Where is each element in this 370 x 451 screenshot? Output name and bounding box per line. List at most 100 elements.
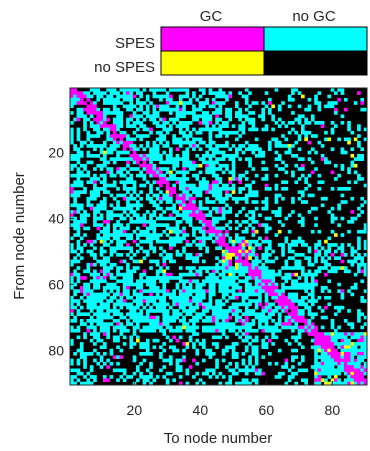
heatmap-cell [215,358,219,363]
heatmap-cell [178,319,183,323]
heatmap-cell [291,144,295,148]
heatmap-cell [86,381,91,386]
heatmap-cell [324,332,328,336]
heatmap-cell [142,157,147,161]
heatmap-cell [225,286,229,290]
heatmap-cell [330,88,335,92]
heatmap-cell [126,292,130,297]
heatmap-cell [83,276,87,280]
heatmap-cell [112,124,117,128]
heatmap-cell [202,289,206,293]
heatmap-cell [122,342,127,346]
heatmap-cell [307,210,312,214]
heatmap-cell [129,249,134,254]
heatmap-cell [221,154,226,158]
heatmap-cell [251,249,256,254]
heatmap-cell [218,124,223,128]
heatmap-cell [244,256,249,260]
heatmap-cell [119,305,124,310]
heatmap-cell [281,180,285,185]
heatmap-cell [99,295,104,300]
heatmap-cell [145,154,150,158]
heatmap-cell [119,157,124,161]
heatmap-cell [136,378,140,383]
heatmap-cell [327,210,332,214]
heatmap-cell [357,361,361,366]
heatmap-cell [225,266,229,270]
heatmap-cell [185,302,190,307]
heatmap-cell [320,332,325,336]
heatmap-cell [347,361,351,366]
heatmap-cell [145,104,150,109]
heatmap-cell [83,335,87,340]
heatmap-cell [185,190,190,194]
heatmap-cell [357,140,361,145]
heatmap-cell [294,272,299,277]
heatmap-cell [251,338,256,343]
heatmap-cell [264,253,269,257]
heatmap-cell [178,229,183,234]
heatmap-cell [136,117,140,122]
heatmap-cell [86,144,91,148]
heatmap-cell [86,226,91,231]
heatmap-cell [116,114,120,119]
heatmap-cell [320,368,325,373]
heatmap-cell [198,243,203,247]
heatmap-cell [241,312,246,317]
heatmap-cell [277,315,282,320]
heatmap-cell [93,332,97,336]
heatmap-cell [317,335,322,340]
heatmap-cell [258,269,262,274]
heatmap-cell [235,147,239,152]
heatmap-cell [182,302,186,307]
heatmap-cell [172,229,176,234]
heatmap-cell [301,239,305,244]
heatmap-cell [165,101,170,105]
heatmap-cell [221,124,226,128]
heatmap-cell [188,97,193,102]
heatmap-cell [145,375,150,379]
heatmap-cell [202,358,206,363]
heatmap-cell [139,315,143,320]
heatmap-cell [175,338,180,343]
heatmap-cell [215,167,219,171]
heatmap-cell [152,107,157,112]
heatmap-cell [258,236,262,241]
heatmap [70,88,368,386]
heatmap-cell [116,289,120,293]
heatmap-cell [155,187,160,191]
heatmap-cell [291,358,295,363]
heatmap-cell [139,345,143,350]
heatmap-cell [139,229,143,234]
heatmap-cell [185,266,190,270]
heatmap-cell [231,144,236,148]
heatmap-cell [185,233,190,237]
heatmap-cell [89,190,94,194]
heatmap-cell [264,203,269,208]
heatmap-cell [188,101,193,105]
heatmap-cell [129,97,134,102]
heatmap-cell [172,203,176,208]
heatmap-cell [317,266,322,270]
heatmap-cell [244,170,249,175]
heatmap-cell [337,256,341,260]
heatmap-cell [274,137,279,142]
heatmap-cell [324,335,328,340]
heatmap-cell [112,91,117,95]
heatmap-cell [238,124,242,128]
heatmap-cell [343,266,348,270]
heatmap-cell [178,292,183,297]
heatmap-cell [83,365,87,369]
heatmap-cell [145,295,150,300]
heatmap-cell [188,196,193,201]
heatmap-cell [360,368,365,373]
heatmap-cell [86,295,91,300]
heatmap-cell [343,107,348,112]
heatmap-cell [195,338,200,343]
heatmap-cell [314,378,318,383]
heatmap-cell [178,193,183,198]
heatmap-cell [205,187,209,191]
heatmap-cell [159,276,163,280]
heatmap-cell [301,216,305,221]
heatmap-cell [205,121,209,125]
